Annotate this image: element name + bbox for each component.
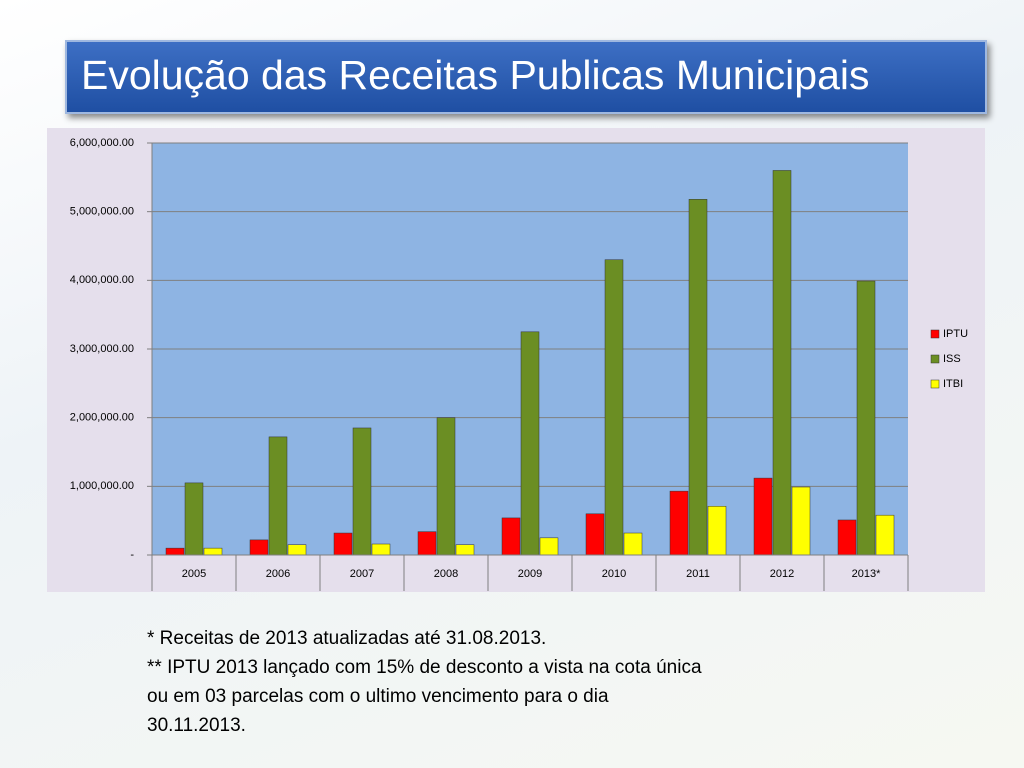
x-tick-label: 2007 <box>350 568 374 580</box>
bar <box>772 170 792 556</box>
x-tick-label: 2010 <box>602 568 626 580</box>
legend-swatch <box>930 354 940 364</box>
bar <box>455 544 475 556</box>
bar <box>669 490 689 556</box>
bar <box>417 531 437 556</box>
y-tick-label: - <box>130 549 134 561</box>
y-tick-label: 5,000,000.00 <box>70 206 134 218</box>
x-tick-label: 2011 <box>686 568 710 580</box>
bar <box>856 280 876 556</box>
chart-title: Evolução das Receitas Publicas Municipai… <box>81 52 870 98</box>
y-tick-label: 3,000,000.00 <box>70 343 134 355</box>
bar <box>539 537 559 556</box>
bar <box>875 514 895 556</box>
bar <box>165 547 185 556</box>
bar <box>707 505 727 556</box>
bar <box>753 477 773 556</box>
legend-swatch <box>930 379 940 389</box>
notes: * Receitas de 2013 atualizadas até 31.08… <box>147 624 702 740</box>
bar <box>436 417 456 556</box>
y-tick-label: 2,000,000.00 <box>70 412 134 424</box>
x-tick-label: 2006 <box>266 568 290 580</box>
x-tick-label: 2012 <box>770 568 794 580</box>
legend-label: IPTU <box>943 328 968 340</box>
x-tick-label: 2013* <box>852 568 881 580</box>
x-tick-label: 2009 <box>518 568 542 580</box>
bar <box>249 539 269 556</box>
x-tick-label: 2005 <box>182 568 206 580</box>
y-tick-label: 1,000,000.00 <box>70 480 134 492</box>
title-box: Evolução das Receitas Publicas Municipai… <box>65 40 987 114</box>
legend-label: ISS <box>943 353 961 365</box>
bar <box>791 486 811 556</box>
note-line: ou em 03 parcelas com o ultimo venciment… <box>147 686 609 707</box>
bar <box>604 259 624 556</box>
x-tick-label: 2008 <box>434 568 458 580</box>
bar <box>352 427 372 556</box>
bar <box>333 532 353 556</box>
note-line: 30.11.2013. <box>147 715 246 736</box>
bar <box>501 517 521 556</box>
bar <box>268 436 288 556</box>
legend-swatch <box>930 329 940 339</box>
legend-label: ITBI <box>943 378 963 390</box>
bar <box>623 532 643 556</box>
bar <box>688 199 708 556</box>
y-tick-label: 6,000,000.00 <box>70 137 134 149</box>
y-tick-label: 4,000,000.00 <box>70 274 134 286</box>
note-line: ** IPTU 2013 lançado com 15% de desconto… <box>147 657 702 678</box>
bar <box>203 547 223 556</box>
bar <box>520 331 540 556</box>
bar <box>184 482 204 556</box>
note-line: * Receitas de 2013 atualizadas até 31.08… <box>147 628 547 649</box>
bar <box>837 519 857 556</box>
bar <box>287 544 307 556</box>
bar <box>371 543 391 556</box>
bar <box>585 513 605 556</box>
